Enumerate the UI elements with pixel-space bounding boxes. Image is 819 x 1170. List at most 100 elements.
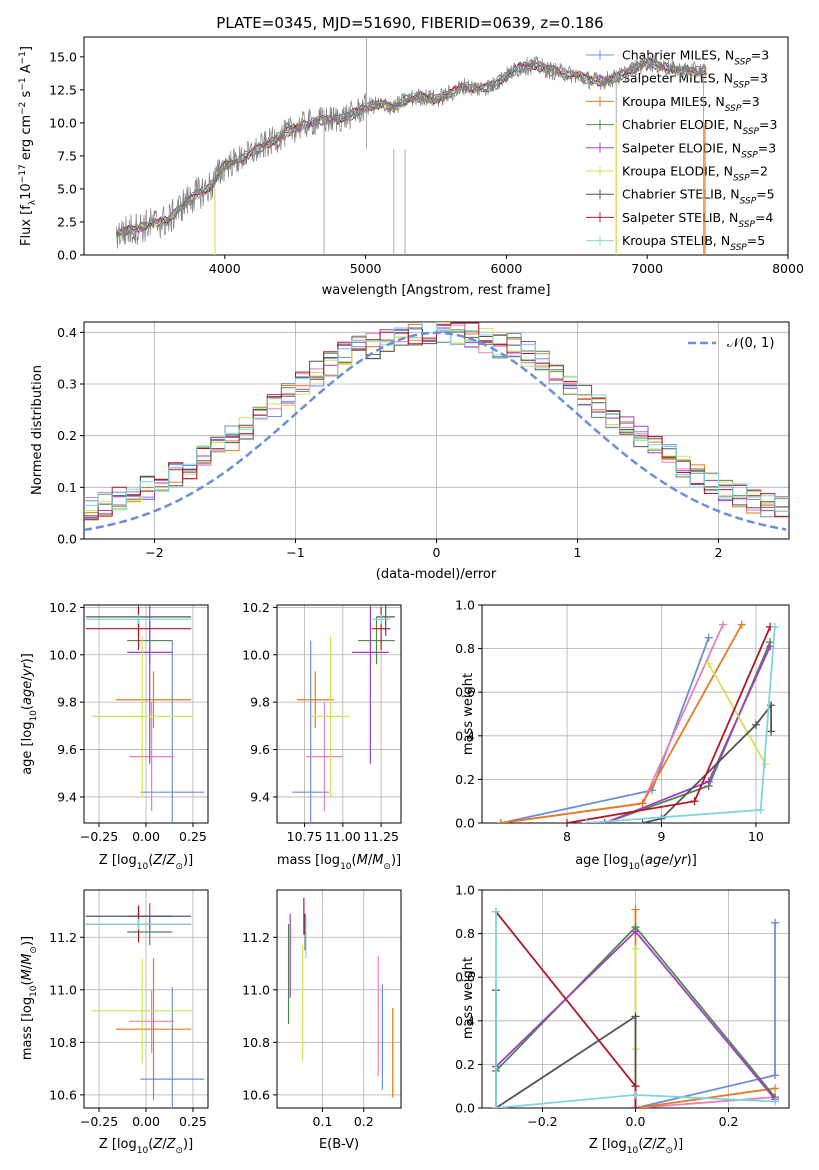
legend-label: Salpeter ELODIE, NSSP=3 — [622, 140, 776, 160]
x-tick-label: −0.2 — [527, 1114, 557, 1129]
weight-marker — [631, 905, 640, 914]
x-tick-label: 8000 — [772, 261, 804, 276]
x-axis-label: wavelength [Angstrom, rest frame] — [322, 283, 551, 298]
weight-marker — [751, 720, 760, 729]
y-tick-label: 9.6 — [57, 742, 77, 757]
weight-marker — [631, 927, 640, 936]
y-tick-label: 0.0 — [57, 532, 77, 547]
y-tick-label: 0.0 — [455, 816, 475, 831]
legend-label: Kroupa ELODIE, NSSP=2 — [622, 164, 768, 184]
plot-area — [85, 903, 205, 1108]
weight-marker — [631, 1012, 640, 1021]
legend-label: Chabrier STELIB, NSSP=5 — [622, 187, 775, 207]
weight-marker — [581, 819, 590, 823]
y-tick-label: 12.5 — [49, 82, 77, 97]
x-tick-label: −1 — [286, 545, 304, 560]
x-tick-label: 10.75 — [287, 829, 323, 844]
weight-marker — [770, 622, 779, 631]
plot-area — [496, 620, 779, 823]
y-tick-label: 7.5 — [57, 148, 77, 163]
y-tick-label: 0.8 — [455, 641, 475, 656]
y-tick-label: 1.0 — [455, 883, 475, 898]
x-tick-label: 2 — [715, 545, 723, 560]
plot-area — [84, 322, 789, 532]
weight-series — [707, 663, 767, 765]
x-tick-label: 10 — [748, 829, 764, 844]
weight-marker — [771, 1097, 780, 1106]
weight-vs-Z-chart: −0.2 0.0 0.2 0.0 0.2 0.4 0.6 0.8 1.0 Z [log10(Z/Z… — [455, 883, 790, 1156]
residuals-chart: −2 −1 0 1 2 0.0 0.1 0.2 0.3 0.4 (data-model)/error… — [30, 321, 790, 582]
y-tick-label: 2.5 — [57, 214, 77, 229]
y-tick-label: 0.4 — [57, 325, 77, 340]
weight-marker — [704, 633, 713, 642]
weight-marker — [631, 944, 640, 953]
age-vs-Z-chart: −0.25 0.00 0.25 9.4 9.6 9.8 10.0 10.2 Z [log10(Z… — [20, 600, 209, 872]
x-axis-label: mass [log10(M/M⊙)] — [277, 853, 401, 872]
plot-area — [85, 605, 205, 823]
x-tick-label: 6000 — [490, 261, 522, 276]
axes-frame — [83, 36, 789, 256]
y-tick-label: 5.0 — [57, 181, 77, 196]
y-axis-label: Normed distribution — [30, 365, 45, 495]
y-axis-label: mass weight — [461, 673, 476, 755]
plot-area — [287, 897, 394, 1098]
weight-marker — [761, 760, 770, 769]
y-tick-label: 0.6 — [455, 970, 475, 985]
model-spectrum — [116, 57, 707, 236]
histogram-series — [84, 328, 789, 517]
weight-marker — [491, 907, 500, 916]
x-tick-label: 0.2 — [354, 1114, 374, 1129]
x-tick-label: 5000 — [350, 261, 382, 276]
axes-frame — [481, 604, 790, 824]
y-tick-label: 10.0 — [49, 115, 77, 130]
x-axis-label: Z [log10(Z/Z⊙)] — [99, 1137, 193, 1156]
x-axis-label: E(B-V) — [319, 1137, 359, 1152]
y-tick-label: 9.4 — [57, 789, 77, 804]
weight-marker — [718, 620, 727, 629]
x-tick-label: 0.1 — [313, 1114, 333, 1129]
mass-vs-Z-chart: −0.25 0.00 0.25 10.6 10.8 11.0 11.2 Z [log10(Z/… — [20, 889, 209, 1156]
weight-marker — [690, 797, 699, 806]
model-spectrum — [115, 57, 707, 238]
y-tick-label: 15.0 — [49, 49, 77, 64]
weight-marker — [631, 1082, 640, 1091]
weight-marker — [704, 777, 713, 786]
y-tick-label: 10.6 — [49, 1087, 77, 1102]
weight-series — [500, 624, 743, 823]
model-spectrum — [116, 57, 707, 234]
x-axis-label: (data-model)/error — [376, 567, 497, 582]
weight-vs-age-chart: 8 9 10 0.0 0.2 0.4 0.6 0.8 1.0 age [log10(age/yr)… — [455, 598, 790, 872]
model-spectrum — [116, 59, 707, 237]
x-tick-label: 9 — [658, 829, 666, 844]
weight-marker — [600, 819, 609, 823]
x-tick-label: 8 — [563, 829, 571, 844]
weight-marker — [631, 1090, 640, 1099]
data-spectrum — [116, 55, 707, 249]
weight-marker — [638, 799, 647, 808]
weight-marker — [657, 814, 666, 823]
y-axis-label: mass [log10(M/M⊙)] — [20, 936, 39, 1060]
weight-marker — [771, 918, 780, 927]
x-tick-label: 0 — [433, 545, 441, 560]
y-tick-label: 9.4 — [250, 789, 270, 804]
y-tick-label: 0.4 — [455, 728, 475, 743]
weight-marker — [767, 727, 776, 736]
weight-series — [495, 911, 637, 1108]
legend-label: 𝒩(0, 1) — [727, 336, 774, 351]
y-tick-label: 0.1 — [57, 480, 77, 495]
normal-curve — [84, 331, 787, 532]
y-tick-label: 10.8 — [49, 1035, 77, 1050]
axes-frame — [276, 604, 402, 824]
weight-marker — [771, 1084, 780, 1093]
y-tick-label: 11.0 — [49, 982, 77, 997]
x-tick-label: 0.00 — [132, 1114, 160, 1129]
legend-label: Chabrier ELODIE, NSSP=3 — [622, 117, 777, 137]
y-axis-label: Flux [fλ10−17 erg cm−2 s−1 A−1] — [18, 46, 38, 246]
y-tick-label: 11.0 — [242, 982, 270, 997]
y-tick-label: 10.2 — [49, 600, 77, 615]
x-tick-label: 0.00 — [132, 829, 160, 844]
weight-marker — [496, 819, 505, 823]
weight-series — [635, 1096, 776, 1108]
x-tick-label: −2 — [145, 545, 163, 560]
y-tick-label: 9.8 — [57, 695, 77, 710]
